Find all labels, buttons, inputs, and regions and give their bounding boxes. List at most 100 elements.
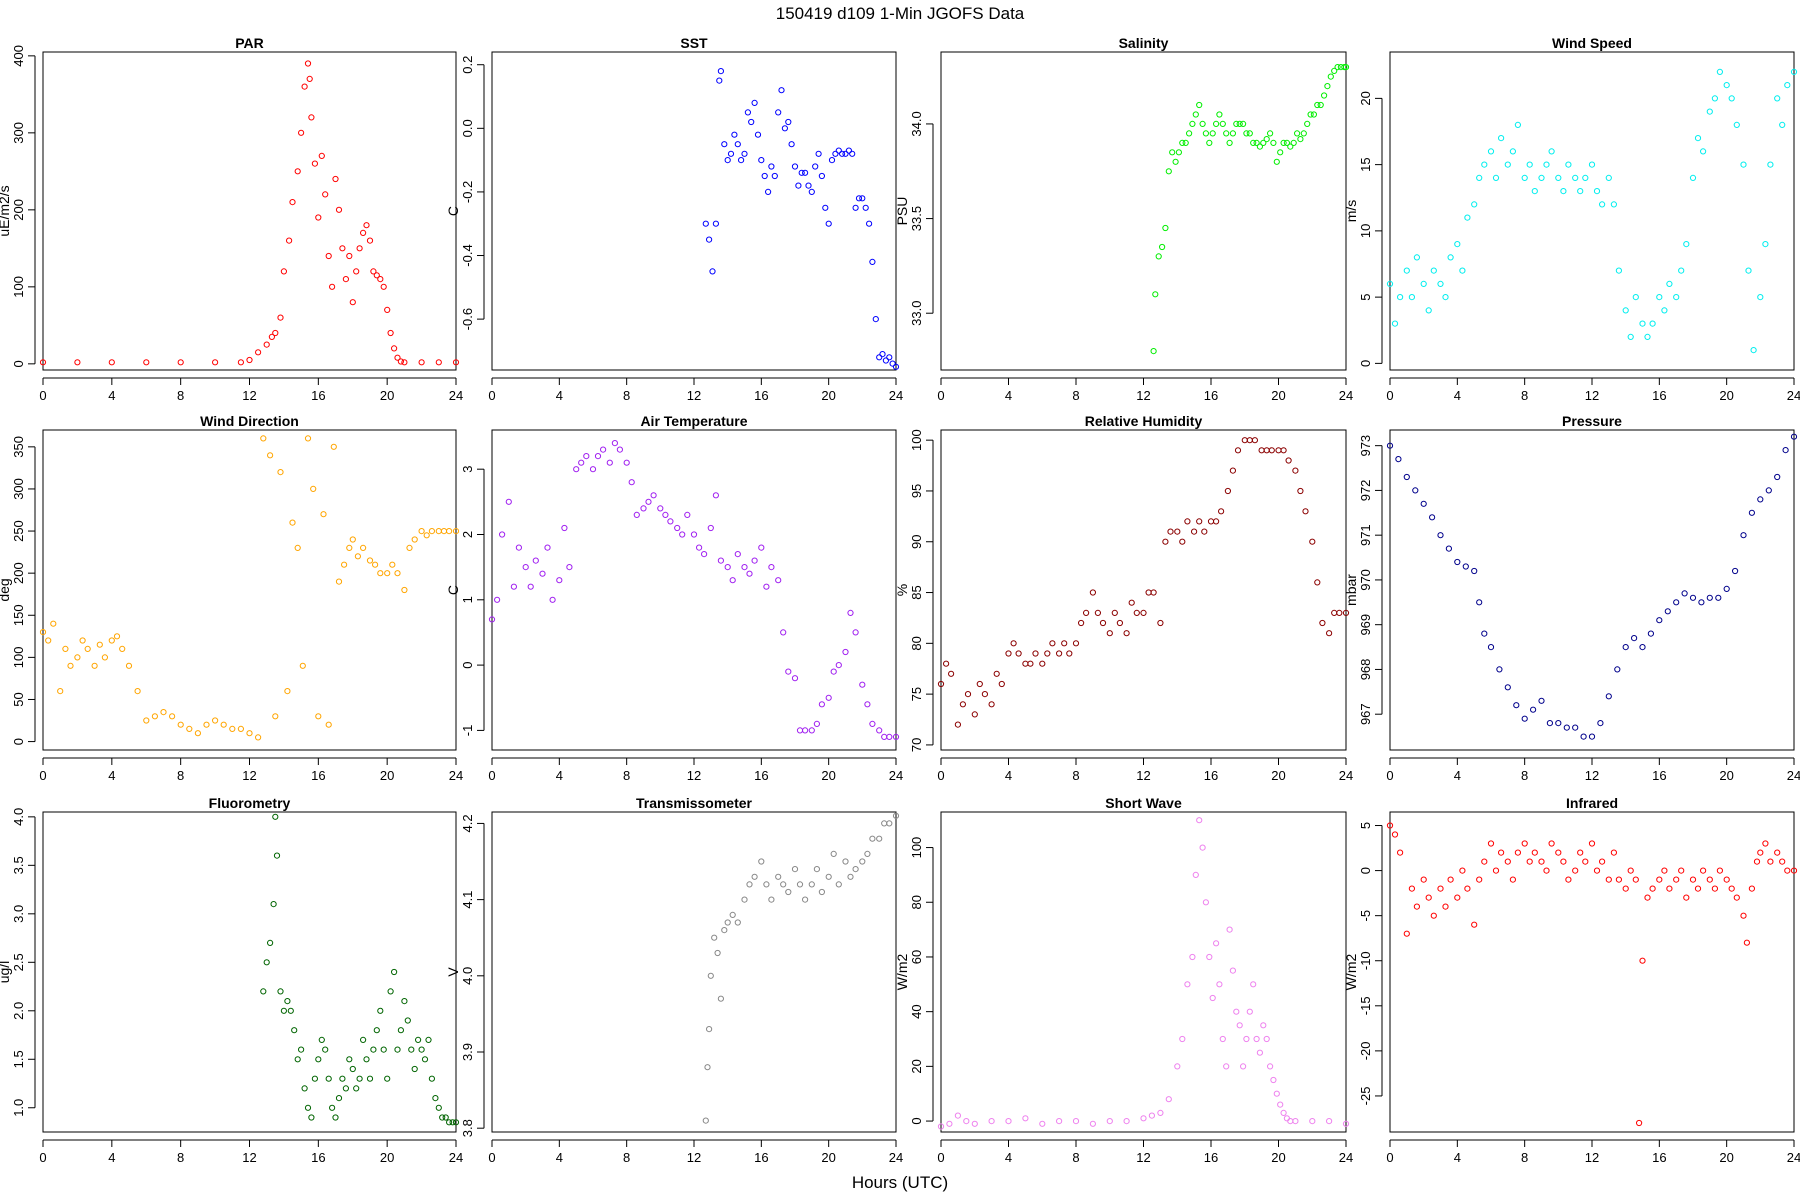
data-point bbox=[1425, 894, 1432, 901]
data-point bbox=[702, 1117, 709, 1124]
x-tick-label: 16 bbox=[754, 1150, 768, 1165]
x-tick-label: 24 bbox=[1339, 1150, 1353, 1165]
data-point bbox=[751, 99, 758, 107]
data-point bbox=[971, 711, 978, 718]
x-tick-label: 12 bbox=[687, 1150, 701, 1165]
data-point bbox=[294, 544, 301, 552]
data-point bbox=[299, 662, 306, 669]
y-tick-label: -15 bbox=[1358, 996, 1373, 1015]
data-point bbox=[339, 245, 346, 252]
x-tick-label: 4 bbox=[108, 388, 115, 403]
y-tick-label: 3 bbox=[460, 466, 475, 473]
data-point bbox=[674, 524, 681, 532]
data-point bbox=[959, 701, 967, 708]
data-point bbox=[1572, 724, 1579, 731]
data-point bbox=[775, 577, 782, 584]
data-point bbox=[1572, 867, 1579, 874]
data-point bbox=[1597, 720, 1604, 727]
data-point bbox=[1762, 241, 1769, 248]
data-point bbox=[721, 927, 728, 934]
x-tick-label: 20 bbox=[821, 388, 835, 403]
y-tick-label: 3.8 bbox=[460, 1119, 475, 1137]
data-point bbox=[1386, 442, 1394, 449]
y-axis-label: C bbox=[445, 585, 461, 595]
data-point bbox=[1790, 867, 1798, 874]
panel-title: Short Wave bbox=[1105, 795, 1182, 811]
data-point bbox=[835, 662, 842, 669]
data-point bbox=[1753, 858, 1761, 865]
data-point bbox=[1253, 139, 1260, 146]
data-point bbox=[289, 519, 296, 526]
data-point bbox=[1526, 161, 1533, 168]
panel-infrared: Infrared 0 4 8 12 16 20 24 -25 -20 -15 -10 -5 0 5 W/m2 bbox=[1343, 795, 1800, 1165]
data-point bbox=[306, 75, 313, 83]
data-point bbox=[401, 359, 408, 366]
y-tick-label: 3.0 bbox=[11, 905, 26, 923]
data-point bbox=[332, 1114, 339, 1121]
data-point bbox=[1496, 666, 1503, 673]
data-point bbox=[1246, 1008, 1253, 1015]
data-point bbox=[1694, 135, 1702, 142]
data-point bbox=[1072, 1118, 1080, 1125]
data-point bbox=[439, 1114, 446, 1121]
data-point bbox=[1649, 885, 1656, 892]
data-point bbox=[125, 662, 133, 669]
data-point bbox=[366, 1075, 374, 1082]
data-point bbox=[1732, 567, 1739, 575]
y-tick-label: 300 bbox=[11, 122, 26, 144]
data-point bbox=[322, 1046, 329, 1053]
data-point bbox=[611, 440, 619, 447]
data-point bbox=[318, 152, 325, 159]
panel-title: Salinity bbox=[1119, 35, 1169, 51]
y-tick-label: 90 bbox=[909, 535, 924, 549]
data-point bbox=[1471, 201, 1478, 208]
y-tick-label: -5 bbox=[1358, 910, 1373, 922]
y-axis-label: ug/l bbox=[0, 961, 12, 984]
data-point bbox=[39, 629, 47, 636]
data-point bbox=[1196, 518, 1203, 525]
data-point bbox=[1267, 1063, 1274, 1070]
x-tick-label: 12 bbox=[1585, 388, 1599, 403]
data-point bbox=[220, 721, 227, 728]
data-point bbox=[976, 680, 983, 688]
data-point bbox=[701, 551, 708, 558]
data-point bbox=[1560, 188, 1567, 195]
data-point bbox=[1403, 473, 1410, 481]
y-tick-label: 2.5 bbox=[11, 953, 26, 971]
data-point bbox=[832, 150, 839, 157]
data-point bbox=[432, 1095, 439, 1102]
data-point bbox=[1145, 589, 1152, 596]
data-point bbox=[1429, 514, 1436, 521]
data-point bbox=[628, 479, 635, 486]
data-point bbox=[852, 629, 859, 636]
data-point bbox=[1588, 733, 1596, 740]
x-tick-label: 20 bbox=[1719, 1150, 1733, 1165]
data-point bbox=[1572, 174, 1579, 181]
data-point bbox=[1256, 143, 1264, 150]
data-point bbox=[237, 725, 244, 733]
data-point bbox=[428, 1075, 435, 1082]
data-point bbox=[946, 1120, 953, 1127]
data-point bbox=[1159, 243, 1166, 251]
y-tick-label: 75 bbox=[909, 687, 924, 701]
data-point bbox=[1622, 644, 1629, 651]
x-tick-label: 0 bbox=[937, 388, 944, 403]
data-point bbox=[1219, 1035, 1226, 1043]
x-tick-label: 8 bbox=[1072, 388, 1079, 403]
data-point bbox=[744, 109, 752, 116]
data-point bbox=[1757, 496, 1764, 503]
x-tick-label: 24 bbox=[1787, 388, 1800, 403]
y-tick-label: 200 bbox=[11, 562, 26, 584]
y-tick-label: 0 bbox=[11, 738, 26, 745]
data-point bbox=[876, 727, 883, 734]
data-point bbox=[356, 245, 363, 252]
data-point bbox=[1336, 609, 1343, 617]
data-point bbox=[1300, 130, 1307, 137]
data-point bbox=[1326, 1118, 1333, 1125]
data-point bbox=[1531, 849, 1538, 856]
data-point bbox=[802, 169, 809, 176]
data-point bbox=[937, 1123, 945, 1130]
data-point bbox=[1748, 509, 1756, 516]
data-point bbox=[372, 561, 379, 568]
plot-frame bbox=[1389, 51, 1795, 371]
